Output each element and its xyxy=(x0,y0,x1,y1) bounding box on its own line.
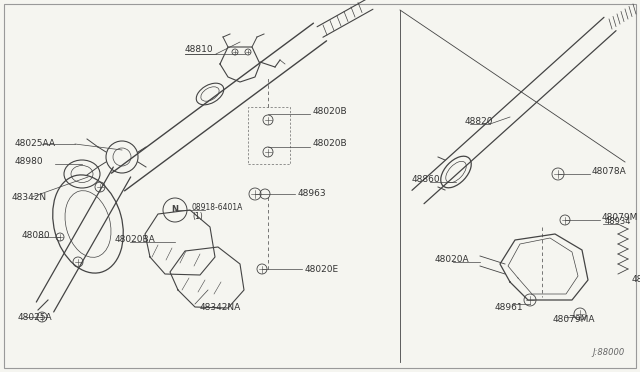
Text: 48820: 48820 xyxy=(465,118,493,126)
Text: 48020B: 48020B xyxy=(313,140,348,148)
Text: 48020A: 48020A xyxy=(435,256,470,264)
Text: 48342NA: 48342NA xyxy=(200,302,241,311)
FancyBboxPatch shape xyxy=(4,4,636,368)
Text: 48020B: 48020B xyxy=(313,106,348,115)
Text: 48970: 48970 xyxy=(632,276,640,285)
Text: 48810: 48810 xyxy=(185,45,214,55)
Text: 48025AA: 48025AA xyxy=(15,140,56,148)
Text: J:88000: J:88000 xyxy=(593,348,625,357)
Text: 48963: 48963 xyxy=(298,189,326,199)
Text: 48020BA: 48020BA xyxy=(115,235,156,244)
Text: 48080: 48080 xyxy=(22,231,51,240)
Text: 08918-6401A: 08918-6401A xyxy=(192,202,243,212)
Text: 48934: 48934 xyxy=(605,218,632,227)
Text: 48025A: 48025A xyxy=(18,312,52,321)
Text: 48980: 48980 xyxy=(15,157,44,167)
Text: N: N xyxy=(172,205,179,215)
Text: (1): (1) xyxy=(192,212,203,221)
Text: 48020E: 48020E xyxy=(305,264,339,273)
Text: 48079M: 48079M xyxy=(602,214,638,222)
Text: 48342N: 48342N xyxy=(12,192,47,202)
Text: 48078A: 48078A xyxy=(592,167,627,176)
Text: 48079MA: 48079MA xyxy=(553,315,595,324)
Text: 48860: 48860 xyxy=(412,176,440,185)
Text: 48961: 48961 xyxy=(495,302,524,311)
